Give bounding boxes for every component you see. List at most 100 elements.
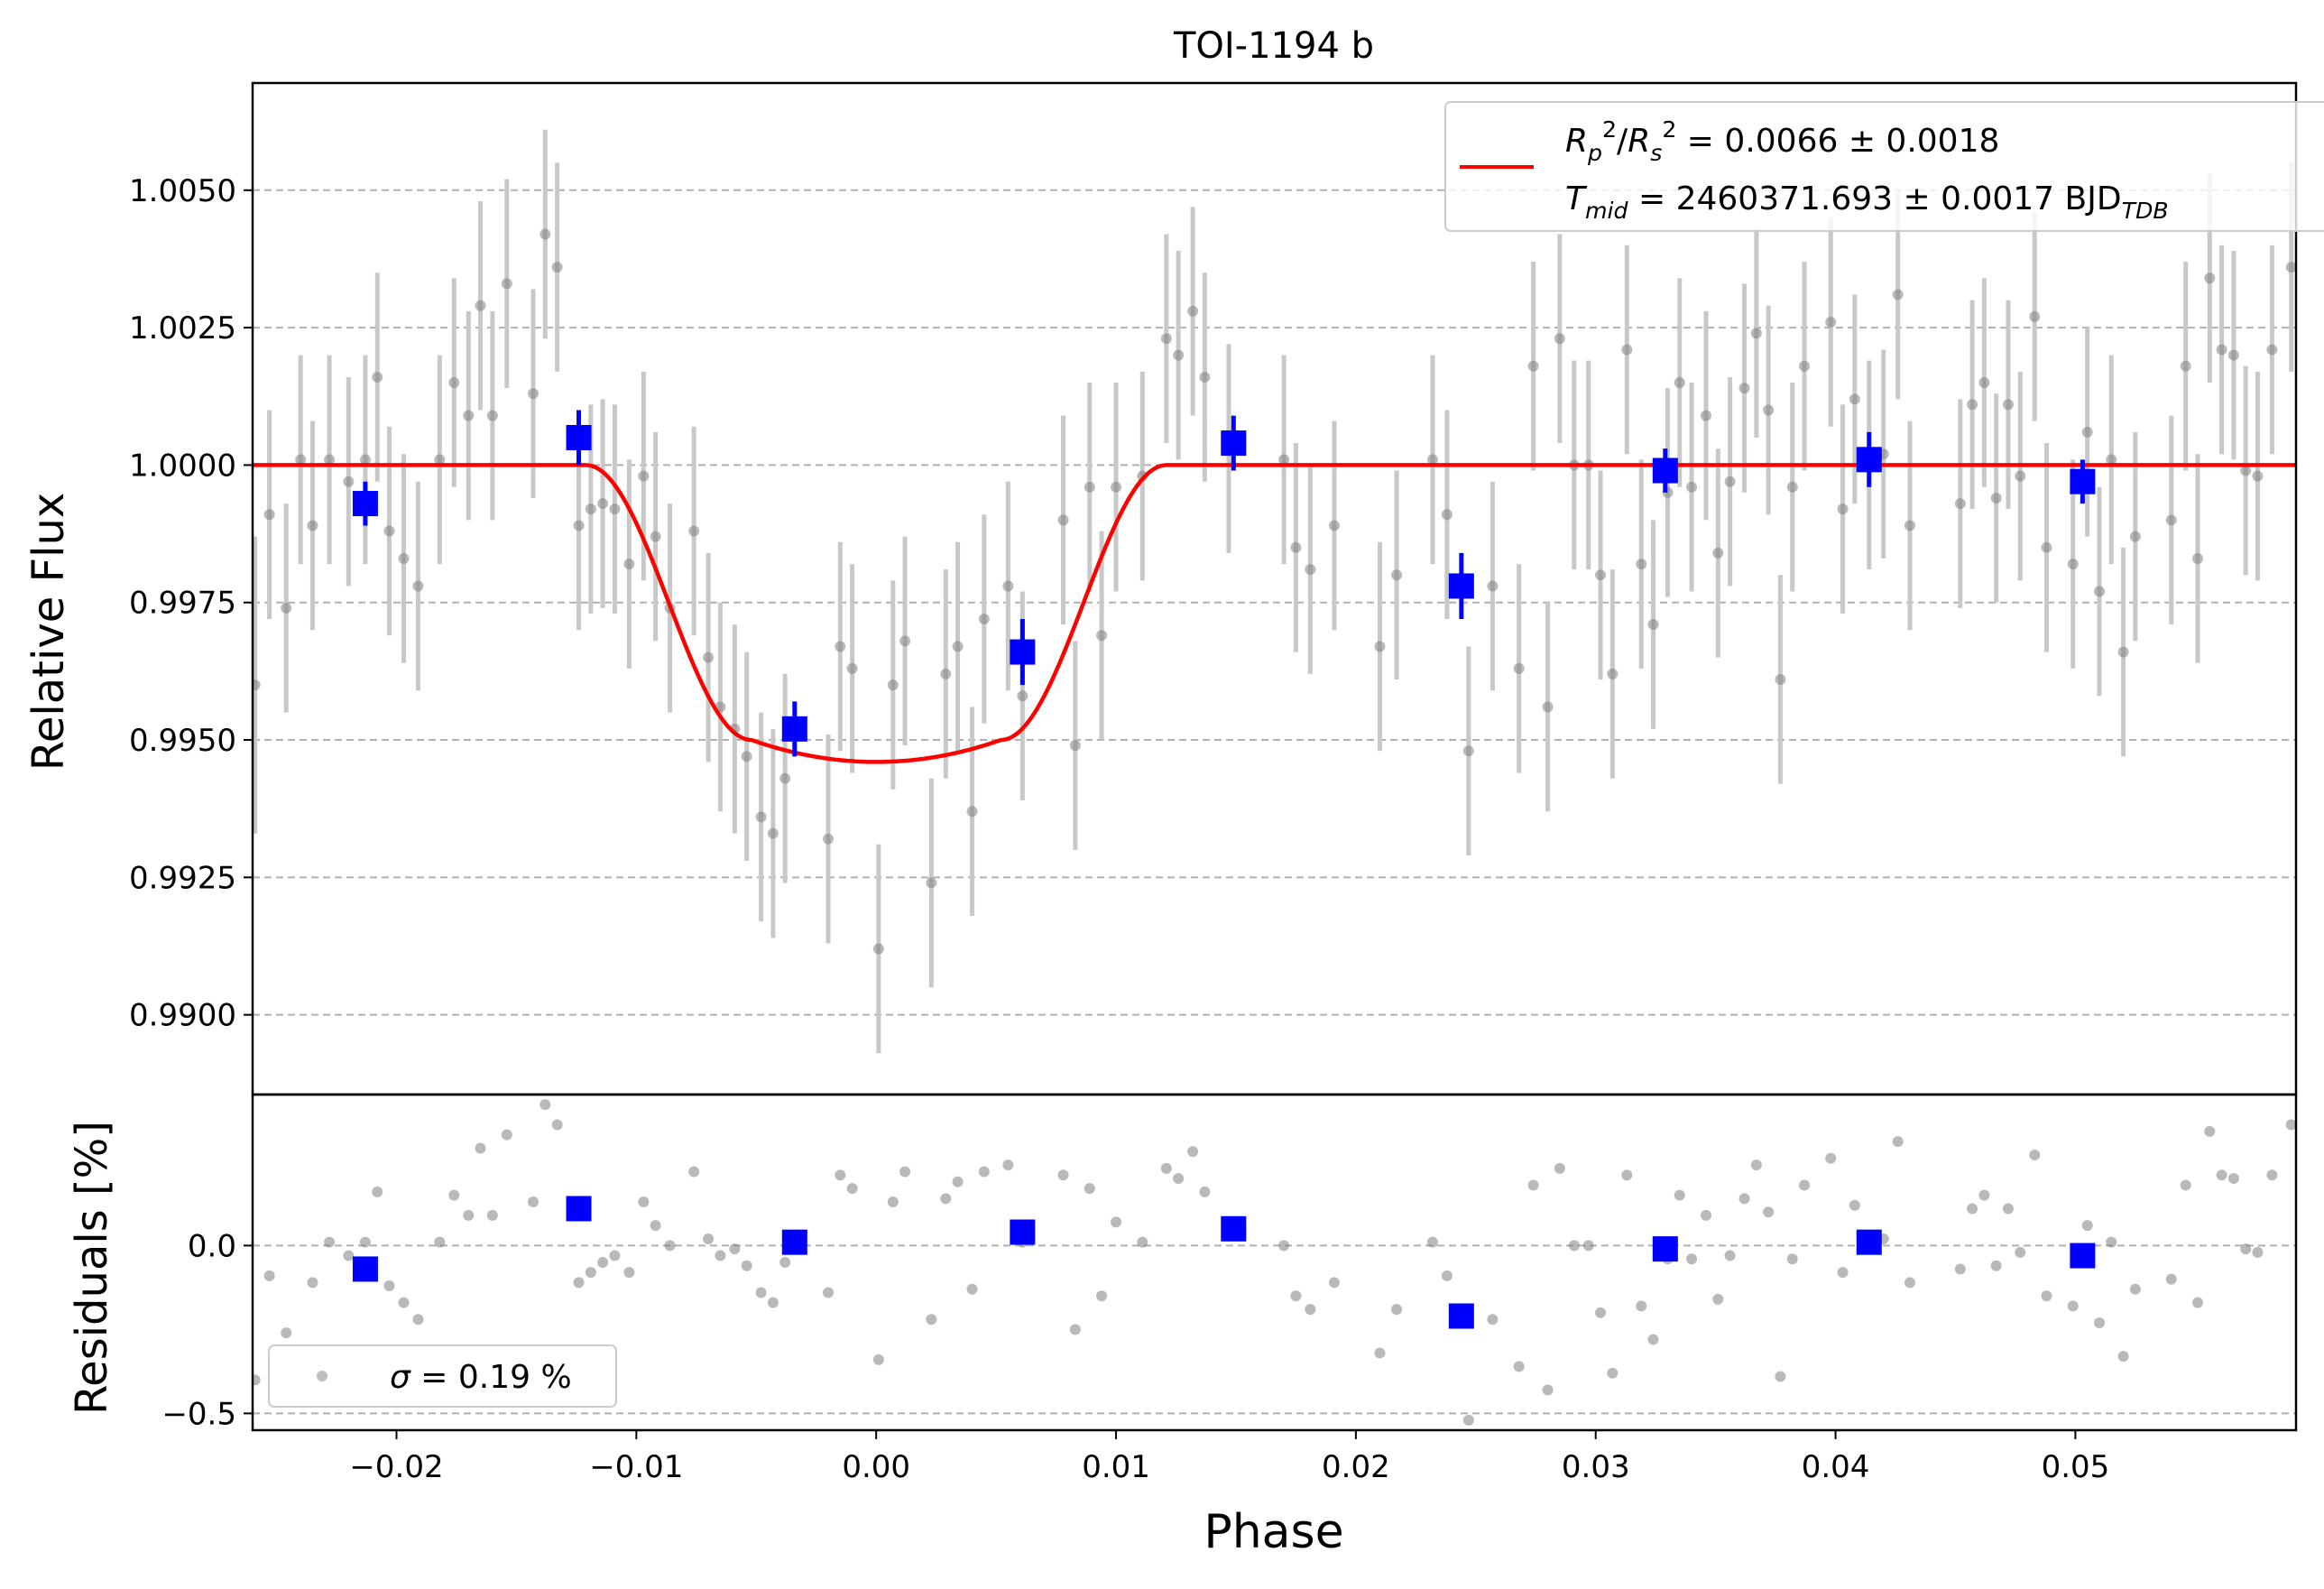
- residual-point: [952, 1176, 964, 1187]
- residual-point: [1305, 1304, 1316, 1316]
- flux-point: [1017, 690, 1028, 702]
- residual-point: [703, 1233, 715, 1244]
- residual-point: [1990, 1260, 2002, 1271]
- residual-point: [1137, 1236, 1148, 1248]
- residual-point: [1160, 1162, 1172, 1174]
- binned-point: [1010, 639, 1036, 665]
- residual-point: [1712, 1293, 1724, 1305]
- legend-text-part: σ: [390, 1359, 411, 1396]
- x-tick-label: 0.04: [1802, 1449, 1870, 1485]
- flux-point: [1990, 492, 2002, 503]
- residual-point: [281, 1327, 292, 1339]
- residual-point: [573, 1277, 585, 1289]
- binned-residual-point: [1856, 1229, 1882, 1255]
- residual-point: [540, 1099, 551, 1111]
- binned-residual-point: [1010, 1219, 1036, 1245]
- flux-point: [835, 641, 846, 652]
- residual-point: [899, 1166, 911, 1178]
- flux-point: [1775, 674, 1786, 686]
- residual-point: [729, 1243, 741, 1255]
- bottom-y-tick-label: −0.5: [161, 1396, 236, 1432]
- binned-residual-point: [1221, 1215, 1247, 1242]
- residual-point: [966, 1283, 978, 1295]
- flux-point: [1621, 344, 1633, 356]
- x-tick-label: 0.00: [842, 1449, 910, 1485]
- flux-point: [1799, 360, 1811, 372]
- flux-point: [1426, 454, 1438, 466]
- residual-point: [2216, 1169, 2227, 1181]
- residual-point: [623, 1267, 635, 1279]
- flux-point: [1837, 503, 1849, 515]
- binned-point: [1221, 430, 1247, 457]
- residual-point: [638, 1196, 650, 1208]
- flux-point: [2192, 552, 2204, 564]
- legend-sigma-text: σ = 0.19 %: [390, 1359, 572, 1396]
- residual-point: [2041, 1290, 2052, 1302]
- residual-point: [1096, 1290, 1108, 1302]
- residual-point: [609, 1250, 621, 1261]
- flux-point: [2216, 344, 2227, 356]
- residual-point: [434, 1236, 446, 1248]
- flux-point: [872, 943, 884, 955]
- residual-point: [1621, 1169, 1633, 1181]
- x-tick-label: −0.01: [589, 1449, 683, 1485]
- residual-point: [1554, 1162, 1565, 1174]
- residual-point: [872, 1353, 884, 1365]
- flux-point: [1305, 564, 1316, 576]
- residual-point: [2227, 1173, 2239, 1184]
- flux-point: [1328, 520, 1340, 531]
- residual-point: [2029, 1149, 2041, 1160]
- flux-point: [1750, 328, 1762, 339]
- residual-point: [1904, 1277, 1915, 1289]
- residual-point: [1462, 1414, 1474, 1426]
- flux-point: [2165, 514, 2177, 526]
- residual-point: [2165, 1273, 2177, 1285]
- residual-point: [1290, 1290, 1302, 1302]
- residual-point: [2081, 1220, 2093, 1232]
- bottom-y-axis-label: Residuals [%]: [67, 1121, 117, 1415]
- flux-point: [597, 498, 609, 510]
- residual-point: [887, 1196, 899, 1208]
- bottom-data-layer: [253, 1099, 2296, 1426]
- flux-point: [978, 614, 990, 625]
- flux-point: [1892, 289, 1904, 300]
- top-y-axis-label: Relative Flux: [23, 493, 74, 771]
- legend-rprs-text: Rp2/Rs2 = 0.0066 ± 0.0018: [1565, 116, 1999, 166]
- residual-point: [551, 1119, 563, 1131]
- residual-point: [1278, 1240, 1290, 1252]
- residual-point: [448, 1189, 460, 1201]
- binned-point: [566, 424, 592, 450]
- legend-text-part: R: [1628, 123, 1650, 160]
- residual-point: [741, 1260, 752, 1271]
- x-tick-label: 0.01: [1082, 1449, 1150, 1485]
- residual-point: [475, 1142, 486, 1154]
- flux-point: [2240, 465, 2252, 476]
- x-tick-label: 0.05: [2042, 1449, 2110, 1485]
- legend-text-part: = 2460371.693 ± 0.0017 BJD: [1628, 180, 2122, 217]
- residual-point: [940, 1193, 952, 1205]
- bottom-axes-frame: [251, 1093, 2298, 1432]
- flux-point: [263, 509, 275, 521]
- legend-text-part: = 0.19 %: [410, 1359, 572, 1396]
- light-curve-panel: 0.9900 0.9925 0.9950 0.9975 1.0000 1.0025 1.00…: [129, 81, 2298, 1096]
- residual-point: [1763, 1206, 1775, 1218]
- binned-residual-point: [781, 1229, 807, 1255]
- residual-point: [1527, 1179, 1539, 1191]
- residual-point: [664, 1240, 676, 1252]
- flux-point: [823, 833, 835, 845]
- top-y-tick-label: 1.0000: [129, 448, 236, 484]
- residual-point: [528, 1196, 540, 1208]
- flux-point: [741, 751, 752, 762]
- residual-point: [486, 1209, 498, 1221]
- residual-point: [835, 1169, 846, 1181]
- flux-point: [2015, 470, 2026, 482]
- residual-point: [1426, 1236, 1438, 1248]
- flux-point: [1513, 662, 1525, 674]
- top-y-tick-label: 1.0050: [129, 173, 236, 209]
- flux-point: [2094, 586, 2106, 597]
- residual-point: [597, 1257, 609, 1268]
- flux-point: [1712, 547, 1724, 559]
- flux-point: [1554, 333, 1565, 345]
- flux-point: [2041, 541, 2052, 553]
